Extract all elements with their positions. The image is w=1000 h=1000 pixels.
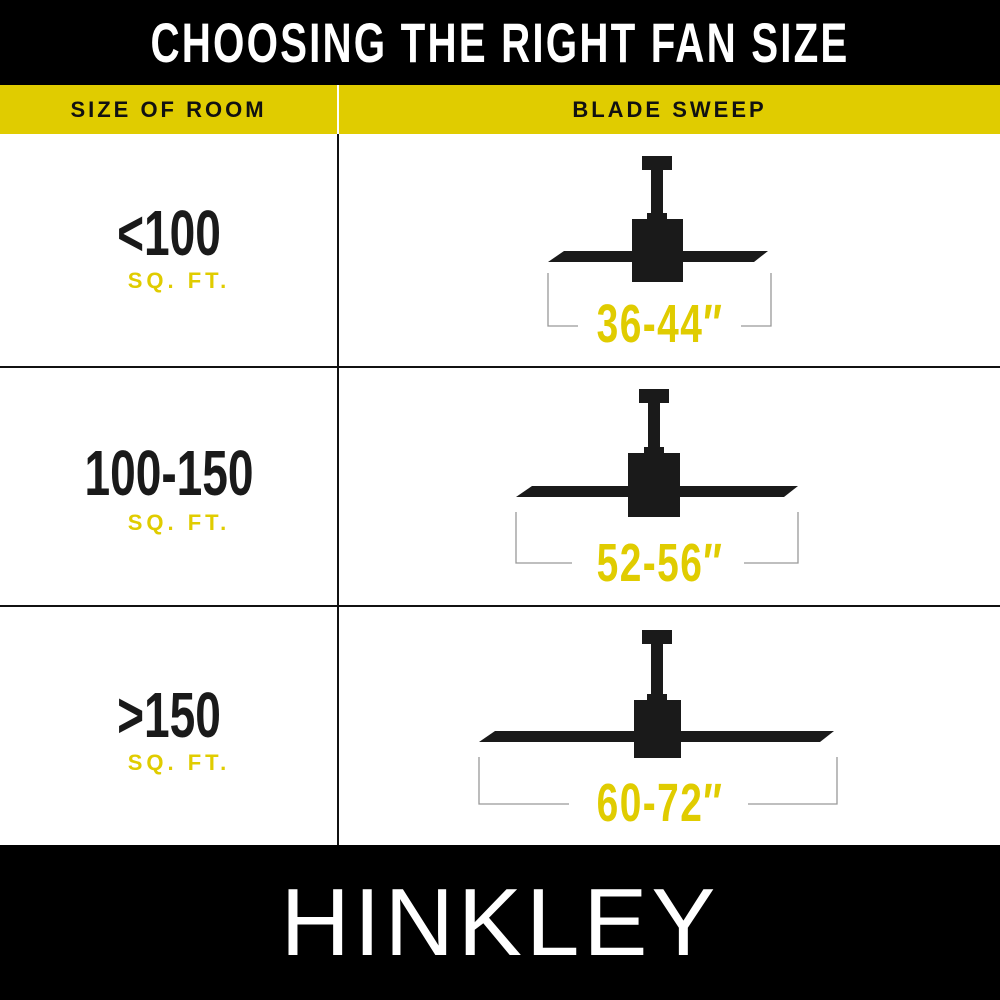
sweep-bracket-left (478, 757, 569, 805)
motor-housing (632, 219, 683, 282)
sweep-bracket-right (748, 757, 838, 805)
sweep-bracket-right (741, 273, 772, 327)
motor-housing (634, 700, 681, 758)
downrod (651, 644, 663, 700)
column-header-room: SIZE OF ROOM (70, 97, 267, 122)
ceiling-fan-large-icon (478, 630, 838, 805)
downrod (651, 170, 663, 219)
mount-plate (642, 156, 672, 170)
room-size-3: >150 (117, 679, 221, 751)
blade-sweep-2: 52-56″ (596, 533, 724, 593)
row-divider (0, 366, 1000, 368)
page-title: CHOOSING THE RIGHT FAN SIZE (150, 11, 850, 74)
brand-logo: HINKLEY (280, 869, 720, 976)
collar (647, 694, 667, 701)
mount-plate (642, 630, 672, 644)
blade-sweep-3: 60-72″ (596, 773, 724, 833)
blade-sweep-1: 36-44″ (596, 294, 724, 354)
room-size-1: <100 (117, 197, 221, 269)
mount-plate (639, 389, 669, 403)
room-unit-3: SQ. FT. (127, 750, 231, 775)
footer-bar (0, 845, 1000, 1000)
header-divider (337, 85, 339, 134)
collar (644, 447, 664, 454)
collar (647, 213, 667, 220)
sweep-bracket-left (515, 512, 572, 564)
row-divider (0, 605, 1000, 607)
sweep-bracket-right (744, 512, 799, 564)
table-header (0, 85, 1000, 134)
room-unit-1: SQ. FT. (127, 268, 231, 293)
ceiling-fan-medium-icon (515, 389, 799, 564)
motor-housing (628, 453, 680, 517)
room-size-2: 100-150 (84, 437, 254, 509)
ceiling-fan-small-icon (547, 156, 772, 327)
column-header-sweep: BLADE SWEEP (572, 97, 767, 122)
column-divider (337, 134, 339, 845)
title-bar (0, 0, 1000, 85)
sweep-bracket-left (547, 273, 578, 327)
room-unit-2: SQ. FT. (127, 510, 231, 535)
downrod (648, 403, 660, 453)
